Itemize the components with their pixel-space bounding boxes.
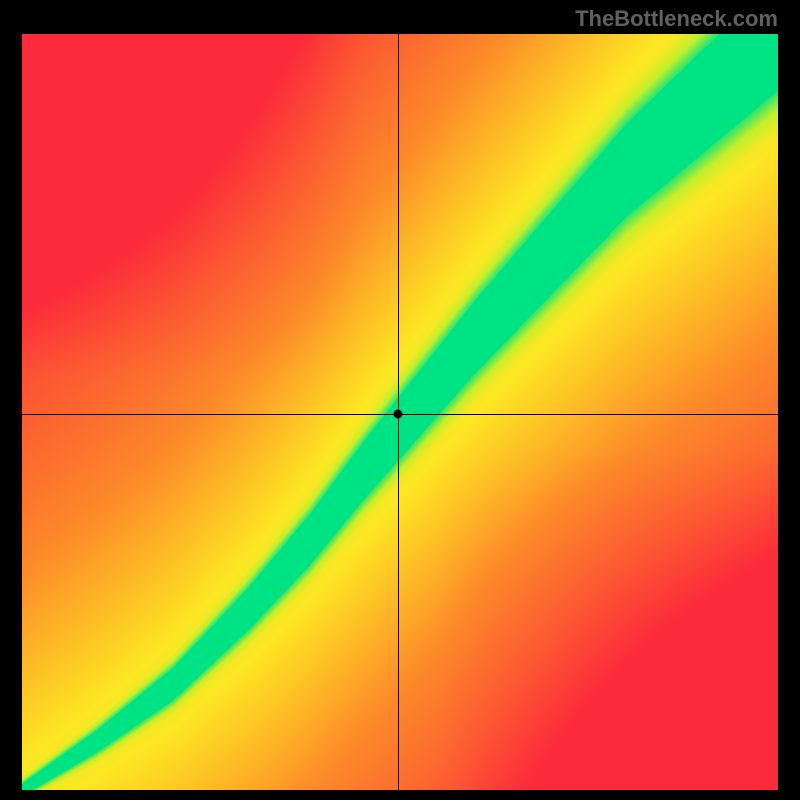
frame: TheBottleneck.com (0, 0, 800, 800)
data-point-marker (393, 410, 402, 419)
plot-area (22, 34, 778, 790)
watermark-text: TheBottleneck.com (575, 6, 778, 32)
